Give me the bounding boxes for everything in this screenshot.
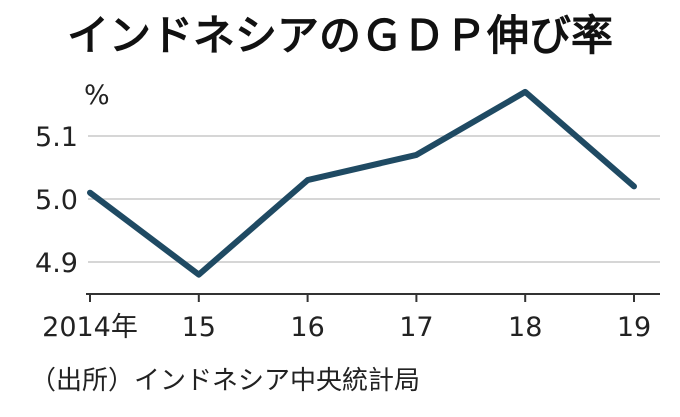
- gridlines: [88, 135, 660, 263]
- y-tick-label: 5.0: [35, 185, 78, 216]
- chart-title: インドネシアのＧＤＰ伸び率: [67, 11, 613, 60]
- y-tick-label: 4.9: [35, 248, 78, 279]
- x-axis: [86, 293, 660, 302]
- x-tick-label: 2014年: [42, 312, 138, 343]
- x-tick-label: 17: [399, 312, 433, 343]
- series-line: [87, 88, 637, 278]
- x-tick-labels: 2014年 15 16 17 18 19: [42, 312, 651, 343]
- series-layer: [87, 88, 637, 278]
- x-tick-label: 15: [182, 312, 216, 343]
- y-axis-unit: %: [84, 80, 110, 111]
- x-tick-label: 18: [508, 312, 542, 343]
- y-tick-labels: 4.9 5.0 5.1: [35, 122, 78, 279]
- x-tick-label: 19: [617, 312, 651, 343]
- x-tick-label: 16: [290, 312, 324, 343]
- source-note: （出所）インドネシア中央統計局: [30, 366, 420, 396]
- y-tick-label: 5.1: [35, 122, 78, 153]
